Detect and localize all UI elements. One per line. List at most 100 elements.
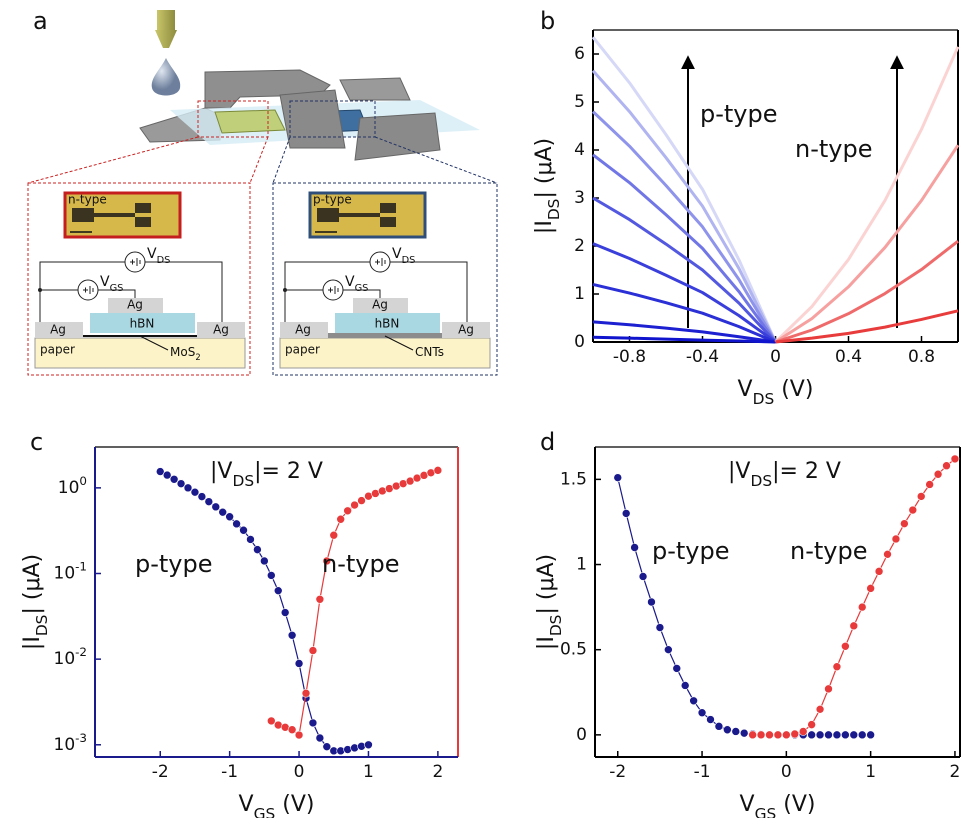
- data-point: [875, 567, 883, 575]
- y-tick-label: 1: [576, 555, 587, 575]
- y-axis-label-part: | (μA): [534, 554, 559, 615]
- x-tick-label: -1: [221, 762, 238, 782]
- data-point: [274, 587, 282, 595]
- zoom-line: [28, 137, 198, 183]
- droplet: [152, 58, 181, 96]
- source-label-part: GS: [355, 283, 369, 294]
- data-point: [295, 731, 303, 739]
- data-point: [358, 497, 366, 505]
- annotation: p-type: [700, 100, 778, 128]
- y-tick-label: 6: [574, 44, 585, 64]
- data-point: [639, 572, 647, 580]
- annotation: p-type: [135, 550, 213, 578]
- data-point: [934, 470, 942, 478]
- data-point: [926, 480, 934, 488]
- source-label-part: DS: [157, 255, 171, 266]
- y-tick-label: 0: [576, 725, 587, 745]
- layer-label: Ag: [213, 323, 229, 337]
- data-point: [715, 722, 723, 730]
- source-label-part: V: [345, 274, 355, 290]
- x-axis-label: VGS (V): [239, 792, 315, 818]
- layer-label: paper: [40, 343, 75, 357]
- y-tick-label: 10-2: [54, 645, 88, 670]
- data-point: [951, 455, 959, 463]
- y-tick-label-part: 10: [54, 564, 76, 584]
- data-point: [757, 731, 765, 739]
- data-point: [184, 484, 192, 492]
- x-tick-label: 2: [432, 762, 443, 782]
- y-tick-label-part: -2: [75, 645, 87, 659]
- source-label: VGS: [345, 274, 368, 294]
- layer-label: paper: [285, 343, 320, 357]
- y-tick-label-part: 10: [54, 735, 76, 755]
- y-axis-label-part: |I: [532, 220, 557, 234]
- y-tick-label: 4: [574, 140, 585, 160]
- y-tick-label-part: -3: [75, 730, 87, 744]
- data-point: [765, 731, 773, 739]
- data-point: [858, 603, 866, 611]
- data-point: [309, 719, 317, 727]
- annotation: |VDS|= 2 V: [728, 459, 841, 490]
- junction: [283, 288, 287, 292]
- layer-label: hBN: [375, 317, 400, 331]
- annotation-part: |V: [728, 459, 750, 484]
- data-point: [867, 584, 875, 592]
- x-axis-label-part: (V): [275, 792, 314, 817]
- y-axis-label-part: DS: [33, 615, 51, 637]
- layer-label: hBN: [130, 317, 155, 331]
- y-tick-label-part: 0: [79, 473, 87, 487]
- data-point: [673, 664, 681, 672]
- y-axis-label: |IDS| (μA): [20, 554, 51, 650]
- source-label: VDS: [147, 246, 170, 266]
- data-point: [337, 515, 345, 523]
- data-point: [295, 659, 303, 667]
- data-point: [841, 731, 849, 739]
- layer-label: CNTs: [415, 345, 444, 359]
- series-line: [776, 47, 959, 342]
- nozzle: [157, 10, 175, 30]
- y-axis-label-part: | (μA): [20, 554, 45, 615]
- x-axis-label-part: (V): [776, 792, 815, 817]
- data-point: [323, 743, 331, 751]
- layer-label-part: CNTs: [415, 345, 444, 359]
- annotation-part: |= 2 V: [254, 459, 323, 484]
- data-point: [614, 474, 622, 482]
- layer-label: Ag: [372, 298, 388, 312]
- x-axis-label-part: GS: [755, 805, 777, 818]
- x-tick-label: 0.4: [835, 347, 862, 367]
- x-axis-label: VGS (V): [740, 792, 816, 818]
- data-point: [205, 498, 213, 506]
- data-point: [892, 535, 900, 543]
- data-point: [749, 731, 757, 739]
- photo-electrode: [317, 208, 339, 222]
- zoom-line: [250, 137, 268, 183]
- channel: [328, 333, 442, 338]
- device-electrode: [340, 78, 410, 100]
- data-point: [260, 557, 268, 565]
- data-point: [917, 492, 925, 500]
- data-point: [351, 501, 359, 509]
- data-point: [198, 493, 206, 501]
- x-tick-label: -1: [694, 762, 711, 782]
- layer-label-part: MoS: [170, 345, 195, 359]
- y-axis-label-part: DS: [547, 615, 565, 637]
- series-line: [160, 472, 368, 751]
- data-point: [900, 520, 908, 528]
- panel-label: c: [30, 428, 43, 456]
- data-point: [647, 598, 655, 606]
- zoom-line: [273, 137, 290, 183]
- source-label: VGS: [100, 274, 123, 294]
- source-label-part: GS: [110, 283, 124, 294]
- data-point: [330, 531, 338, 539]
- annotation-part: DS: [232, 472, 254, 490]
- y-axis-label: |IDS| (μA): [534, 554, 565, 650]
- layer-label-part: 2: [195, 352, 200, 362]
- data-point: [434, 466, 442, 474]
- x-tick-label: -0.4: [686, 347, 719, 367]
- data-point: [288, 726, 296, 734]
- data-point: [850, 622, 858, 630]
- data-point: [233, 520, 241, 528]
- source-label-part: V: [100, 274, 110, 290]
- schematic-inset: n-typeAghBNAgAgpaperMoS2VDSVGS: [35, 193, 245, 369]
- annotation-part: DS: [750, 472, 772, 490]
